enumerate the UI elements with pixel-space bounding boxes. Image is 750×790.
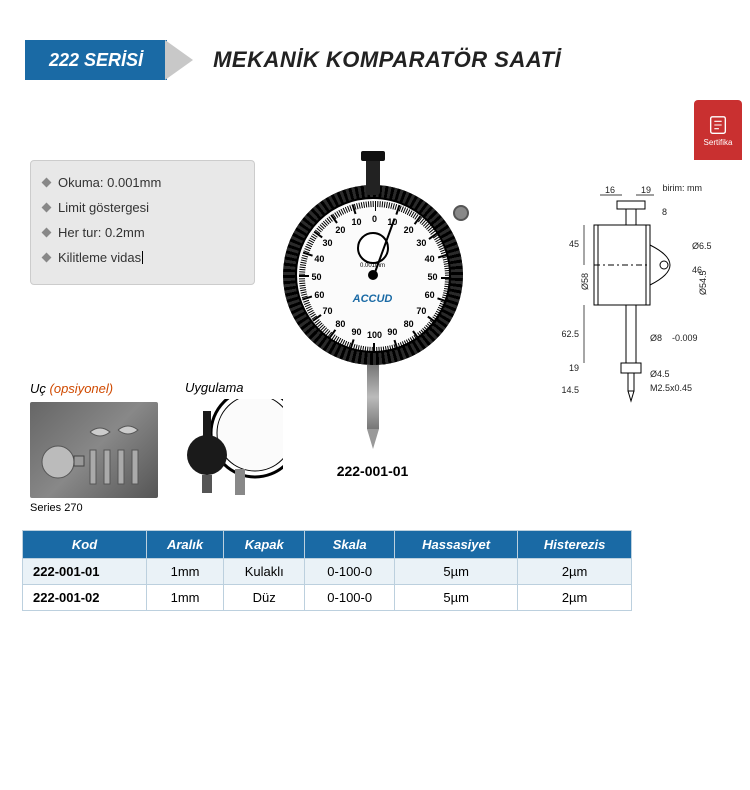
gauge-brand: ACCUD bbox=[353, 293, 393, 305]
spec-item: Okuma: 0.001mm bbox=[58, 175, 161, 190]
svg-text:19: 19 bbox=[569, 363, 579, 373]
uc-series-label: Series 270 bbox=[30, 502, 160, 514]
svg-text:-0.009: -0.009 bbox=[672, 333, 698, 343]
header-row: 222 SERİSİ MEKANİK KOMPARATÖR SAATİ bbox=[25, 40, 750, 80]
table-cell: 5µm bbox=[395, 559, 518, 585]
table-cell: 0-100-0 bbox=[305, 559, 395, 585]
svg-text:M2.5x0.45: M2.5x0.45 bbox=[650, 383, 692, 393]
bullet-icon bbox=[42, 203, 52, 213]
specs-box: Okuma: 0.001mm Limit göstergesi Her tur:… bbox=[30, 160, 255, 285]
svg-text:16: 16 bbox=[605, 185, 615, 195]
table-cell: Kulaklı bbox=[224, 559, 305, 585]
bullet-icon bbox=[42, 178, 52, 188]
svg-text:62.5: 62.5 bbox=[561, 329, 579, 339]
table-header: Skala bbox=[305, 531, 395, 559]
uc-title: Uç bbox=[30, 381, 46, 396]
table-cell: 222-001-02 bbox=[23, 585, 147, 611]
spec-item: Kilitleme vidas bbox=[58, 250, 141, 265]
table-cell: 5µm bbox=[395, 585, 518, 611]
table-header: Hassasiyet bbox=[395, 531, 518, 559]
certificate-badge[interactable]: Sertifika bbox=[694, 100, 742, 160]
certificate-icon bbox=[707, 114, 729, 136]
spec-item: Her tur: 0.2mm bbox=[58, 225, 145, 240]
table-cell: 2µm bbox=[518, 559, 632, 585]
table-cell: 1mm bbox=[147, 585, 224, 611]
table-cell: 0-100-0 bbox=[305, 585, 395, 611]
svg-text:Ø58: Ø58 bbox=[580, 273, 590, 290]
arrow-divider bbox=[165, 40, 193, 80]
series-badge: 222 SERİSİ bbox=[25, 40, 167, 80]
table-cell: 222-001-01 bbox=[23, 559, 147, 585]
spec-table: KodAralıkKapakSkalaHassasiyetHisterezis … bbox=[22, 530, 632, 611]
certificate-label: Sertifika bbox=[704, 138, 733, 147]
svg-text:Ø6.5: Ø6.5 bbox=[692, 241, 712, 251]
application-section: Uygulama bbox=[185, 380, 285, 495]
page-title: MEKANİK KOMPARATÖR SAATİ bbox=[213, 40, 561, 80]
application-title: Uygulama bbox=[185, 380, 285, 395]
unit-label: birim: mm bbox=[663, 183, 703, 193]
text-cursor bbox=[142, 251, 143, 264]
uc-section: Uç (opsiyonel) Series 270 bbox=[30, 380, 160, 514]
uc-optional: (opsiyonel) bbox=[50, 381, 114, 396]
svg-text:8: 8 bbox=[662, 207, 667, 217]
technical-drawing: birim: mm 16 19 8 45 Ø58 Ø6.5 46 Ø54.5 6… bbox=[502, 175, 732, 435]
svg-text:Ø8: Ø8 bbox=[650, 333, 662, 343]
svg-text:Ø54.5: Ø54.5 bbox=[698, 270, 708, 295]
svg-text:Ø4.5: Ø4.5 bbox=[650, 369, 670, 379]
table-header: Kapak bbox=[224, 531, 305, 559]
spec-item: Limit göstergesi bbox=[58, 200, 149, 215]
model-label: 222-001-01 bbox=[337, 463, 409, 479]
table-header: Aralık bbox=[147, 531, 224, 559]
uc-thumbnail bbox=[30, 402, 158, 498]
table-cell: 1mm bbox=[147, 559, 224, 585]
svg-text:45: 45 bbox=[569, 239, 579, 249]
svg-text:19: 19 bbox=[641, 185, 651, 195]
bullet-icon bbox=[42, 228, 52, 238]
table-header: Kod bbox=[23, 531, 147, 559]
table-cell: 2µm bbox=[518, 585, 632, 611]
bullet-icon bbox=[42, 253, 52, 263]
gauge-reading: 0.001mm bbox=[360, 263, 385, 269]
product-image: 0.001mm ACCUD 01020304050607080901009080… bbox=[265, 155, 480, 465]
table-row: 222-001-021mmDüz0-100-05µm2µm bbox=[23, 585, 632, 611]
table-cell: Düz bbox=[224, 585, 305, 611]
table-row: 222-001-011mmKulaklı0-100-05µm2µm bbox=[23, 559, 632, 585]
table-header: Histerezis bbox=[518, 531, 632, 559]
svg-text:14.5: 14.5 bbox=[561, 385, 579, 395]
application-thumbnail bbox=[185, 399, 283, 495]
